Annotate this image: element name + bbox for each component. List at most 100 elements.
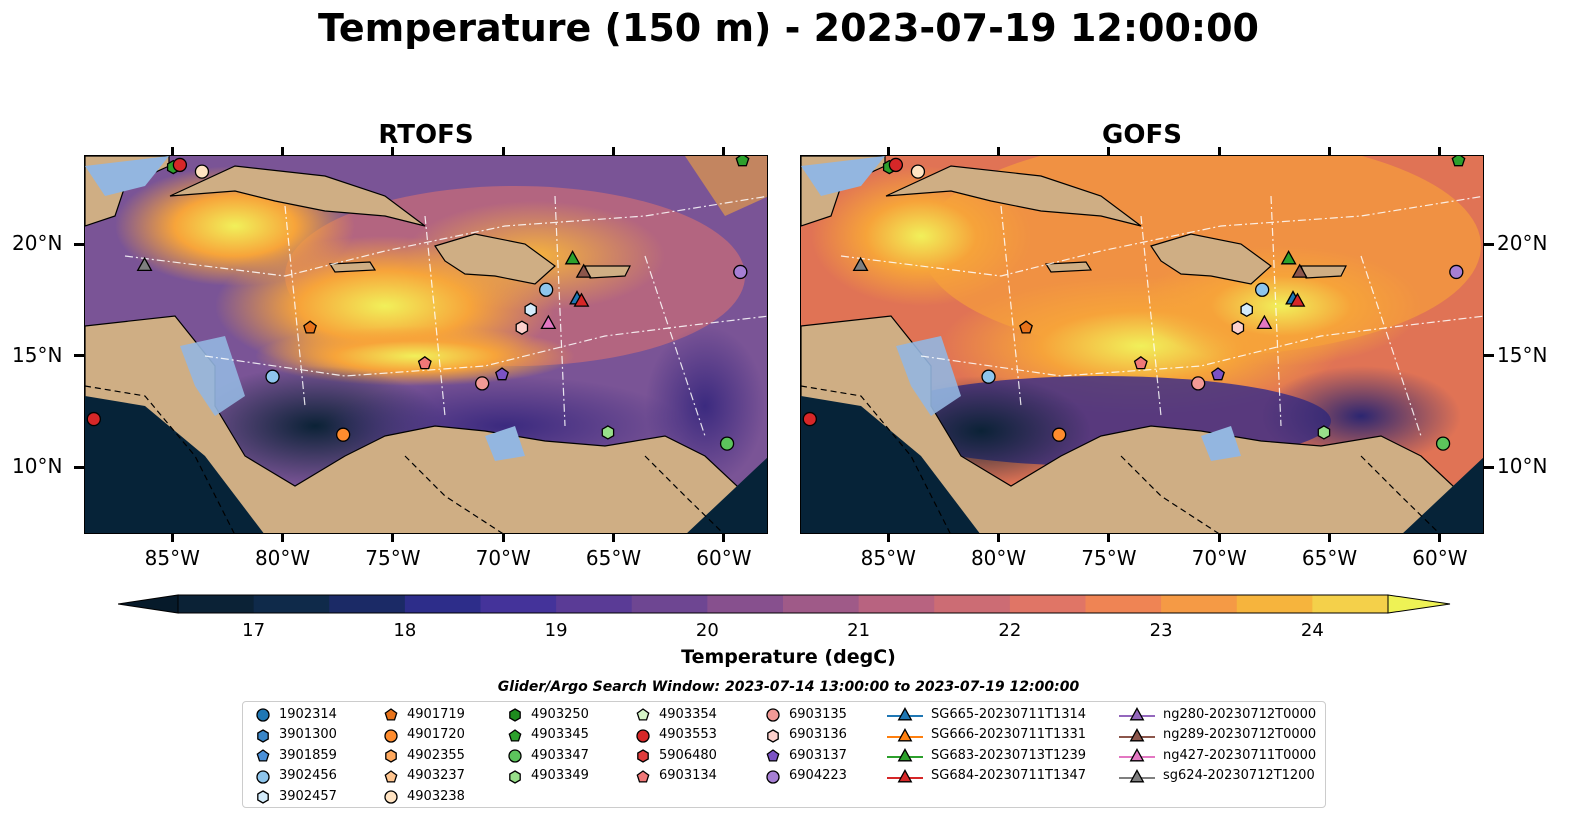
figure-title: Temperature (150 m) - 2023-07-19 12:00:0… — [317, 6, 1259, 50]
map-marker — [1291, 263, 1308, 278]
longitude-label: 65°W — [585, 546, 642, 570]
map-marker — [495, 367, 509, 381]
legend-symbol — [1119, 707, 1155, 721]
legend-symbol — [636, 728, 650, 743]
map-marker — [1191, 376, 1206, 391]
legend-symbol — [508, 728, 522, 742]
legend-symbol — [384, 769, 398, 783]
legend-symbol — [637, 749, 649, 763]
legend-item: SG666-20230711T1331 — [887, 726, 1086, 744]
longitude-label: 70°W — [475, 546, 531, 570]
colorbar-segment — [1085, 595, 1162, 613]
legend-symbol — [1119, 727, 1155, 741]
legend-label: 6904223 — [789, 768, 847, 783]
colorbar — [118, 594, 1451, 614]
colorbar-segment — [480, 595, 557, 613]
longitude-label: 80°W — [970, 546, 1027, 570]
legend-item: ng280-20230712T0000 — [1119, 705, 1316, 723]
longitude-tick — [1328, 534, 1332, 542]
legend-symbol — [508, 749, 522, 763]
colorbar-frame — [177, 594, 1389, 614]
legend-label: SG684-20230711T1347 — [931, 768, 1087, 783]
legend-symbol — [887, 707, 923, 721]
map-marker — [1052, 427, 1067, 442]
colorbar-tick-label: 18 — [393, 620, 417, 641]
longitude-tick — [1107, 534, 1111, 542]
legend-marker — [508, 749, 522, 763]
legend-symbol — [887, 748, 923, 762]
search-window-text: Glider/Argo Search Window: 2023-07-14 13… — [497, 679, 1080, 695]
map-marker — [1451, 156, 1466, 167]
map-marker — [475, 376, 490, 391]
legend-marker — [384, 769, 398, 783]
legend-label: 4903345 — [531, 727, 589, 742]
latitude-label: 10°N — [1497, 454, 1548, 479]
legend-item: 4903238 — [383, 787, 465, 805]
latitude-label: 10°N — [12, 454, 63, 479]
colorbar-segment — [783, 595, 860, 613]
map-marker — [524, 302, 537, 318]
legend-symbol — [887, 727, 923, 741]
gofs-map[interactable] — [800, 155, 1484, 534]
legend-marker — [1129, 707, 1145, 721]
legend-label: SG666-20230711T1331 — [931, 727, 1087, 742]
gofs-markers — [802, 156, 1466, 451]
latitude-label: 15°N — [1497, 342, 1548, 367]
colorbar-segment — [253, 595, 330, 613]
legend-item: 6903134 — [635, 767, 717, 785]
legend-item: 1902314 — [255, 705, 337, 723]
legend-item: 3902457 — [255, 787, 337, 805]
map-marker — [601, 425, 615, 440]
legend-marker — [1129, 727, 1145, 741]
longitude-label: 60°W — [696, 546, 752, 570]
colorbar-tick-label: 20 — [695, 620, 719, 641]
map-marker — [719, 436, 735, 451]
colorbar-segment — [707, 595, 784, 613]
legend-symbol — [636, 769, 650, 783]
latitude-tick — [74, 242, 84, 246]
legend-symbol — [257, 728, 269, 743]
colorbar-extend-low — [118, 594, 179, 614]
legend-item: 3901300 — [255, 726, 337, 744]
legend-label: 4903347 — [531, 747, 589, 763]
legend-marker — [897, 768, 913, 782]
longitude-tick — [886, 147, 890, 155]
map-marker — [1019, 320, 1033, 334]
latitude-tick — [74, 354, 84, 358]
legend-marker — [256, 749, 270, 762]
legend-item: 4901720 — [383, 726, 465, 744]
map-marker — [336, 427, 351, 442]
colorbar-segment — [1009, 595, 1086, 613]
legend-label: 4903553 — [659, 727, 717, 742]
legend-item: sg624-20230712T1200 — [1119, 767, 1315, 785]
panel-title-gofs: GOFS — [1102, 120, 1182, 150]
legend-marker — [257, 728, 269, 743]
legend-label: ng289-20230712T0000 — [1163, 727, 1317, 742]
legend-marker — [766, 749, 780, 762]
longitude-tick — [1217, 534, 1221, 542]
panel-title-rtofs: RTOFS — [378, 120, 474, 150]
latitude-tick — [1484, 242, 1494, 246]
longitude-tick — [1107, 147, 1111, 155]
rtofs-markers — [86, 156, 750, 451]
colorbar-tick-label: 23 — [1149, 620, 1173, 641]
legend-symbol — [256, 769, 270, 784]
longitude-tick — [501, 147, 505, 155]
map-marker — [981, 369, 996, 384]
map-marker — [1449, 264, 1464, 280]
legend-label: ng280-20230712T0000 — [1163, 706, 1317, 722]
map-marker — [136, 256, 153, 272]
map-marker — [1256, 314, 1273, 330]
legend-marker — [256, 708, 270, 722]
legend-label: 1902314 — [279, 706, 337, 722]
longitude-tick — [281, 147, 285, 155]
legend-item: 4903345 — [507, 726, 589, 744]
map-marker — [515, 320, 529, 335]
map-marker — [1435, 436, 1451, 451]
map-marker — [1254, 282, 1270, 297]
legend-label: 5906480 — [659, 747, 717, 763]
legend-marker — [897, 707, 913, 721]
legend-marker — [637, 749, 649, 763]
rtofs-map[interactable] — [84, 155, 768, 534]
legend-label: 6903137 — [789, 747, 847, 763]
